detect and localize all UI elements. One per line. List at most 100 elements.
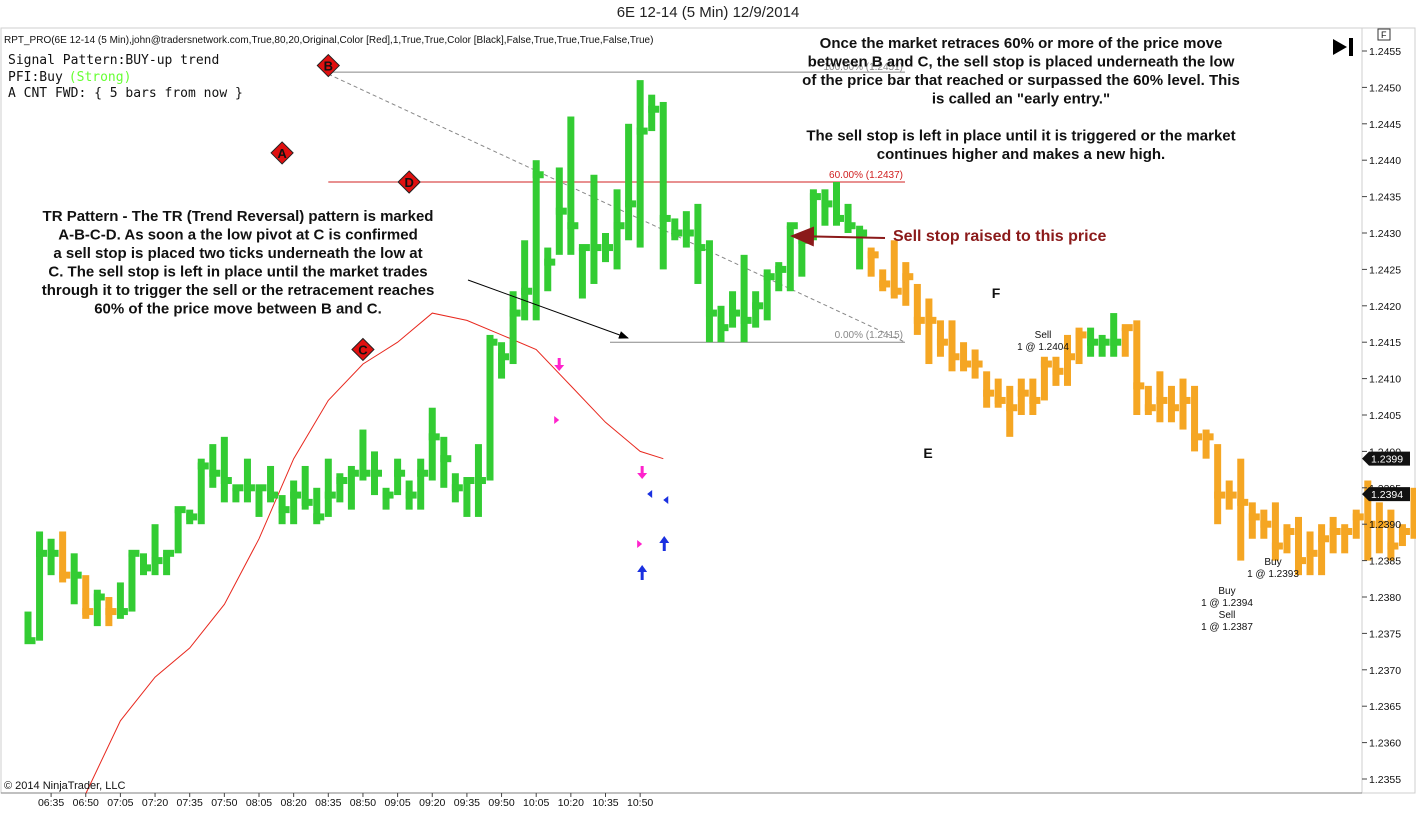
y-tick-label: 1.2420 (1369, 301, 1401, 313)
close-tick (486, 338, 498, 346)
annotation-left-line: through it to trigger the sell or the re… (42, 282, 435, 299)
close-tick (659, 214, 671, 222)
close-tick (983, 389, 995, 397)
price-axis-panel[interactable] (1361, 27, 1416, 794)
price-bar (1410, 487, 1416, 539)
close-tick (1179, 396, 1191, 404)
x-tick-label: 08:05 (246, 797, 272, 809)
price-bar (1167, 385, 1175, 423)
price-bar (671, 218, 679, 241)
y-tick-label: 1.2360 (1369, 738, 1401, 750)
price-bar (532, 160, 540, 321)
close-tick (186, 513, 198, 521)
close-tick (613, 222, 625, 230)
pfi-strength: (Strong) (69, 70, 132, 85)
pivot-marker-c (351, 337, 375, 362)
close-tick (1398, 527, 1410, 535)
close-tick (752, 302, 764, 310)
price-bar (1341, 524, 1349, 554)
price-bar (809, 189, 817, 241)
moving-average-line (85, 312, 664, 794)
close-tick (220, 477, 232, 485)
price-bar (1006, 385, 1014, 437)
close-tick (994, 396, 1006, 404)
price-bar (1214, 444, 1222, 525)
annotation-left-line: 60% of the price move between B and C. (94, 301, 382, 318)
price-bar (983, 371, 991, 408)
close-tick (405, 491, 417, 499)
close-tick (290, 491, 302, 499)
point-label-e: E (923, 445, 932, 461)
price-bar (567, 116, 575, 255)
close-tick (705, 309, 717, 317)
close-tick (336, 477, 348, 485)
close-tick (1306, 549, 1318, 557)
close-tick (1017, 389, 1029, 397)
price-bar (243, 458, 251, 503)
close-tick (913, 316, 925, 324)
price-bar (382, 487, 390, 510)
close-tick (1133, 382, 1145, 390)
price-bar (1121, 327, 1129, 357)
close-tick (1214, 491, 1226, 499)
price-bar (1017, 378, 1025, 415)
price-bar (220, 436, 228, 503)
skip-forward-icon[interactable] (1333, 38, 1353, 56)
close-tick (243, 484, 255, 492)
y-tick-label: 1.2430 (1369, 228, 1401, 240)
price-bar (440, 436, 448, 488)
annotation-right-line: continues higher and makes a new high. (877, 146, 1165, 163)
annotation-right-line: of the price bar that reached or surpass… (802, 72, 1240, 89)
price-bar (994, 378, 1002, 408)
close-tick (209, 469, 221, 477)
price-bar (47, 538, 55, 576)
close-tick (578, 244, 590, 252)
close-tick (936, 338, 948, 346)
close-tick (24, 637, 36, 645)
price-bar (740, 254, 748, 343)
price-bar (1064, 334, 1071, 386)
close-tick (1075, 331, 1087, 339)
buy-arrow-2 (662, 543, 666, 551)
f-button[interactable] (1377, 28, 1391, 41)
close-tick (1144, 404, 1156, 412)
x-tick-label: 10:20 (558, 797, 584, 809)
pivot-label-d: D (404, 175, 413, 190)
close-tick (1052, 367, 1064, 375)
close-tick (451, 484, 463, 492)
trade-sell-1-detail: 1 @ 1.2404 (1017, 342, 1069, 353)
close-tick (763, 273, 775, 281)
price-bar (786, 225, 794, 292)
x-tick-label: 07:50 (211, 797, 237, 809)
price-bar (1352, 509, 1360, 539)
price-bar (521, 240, 529, 321)
price-bar (682, 211, 690, 248)
sell-arrow-2 (640, 466, 644, 474)
close-tick (1341, 527, 1353, 535)
close-tick (1410, 491, 1416, 499)
price-bar (70, 553, 78, 605)
price-bar (1295, 516, 1302, 576)
pivot-label-b: B (324, 59, 333, 74)
sell-arrow-1 (557, 358, 561, 366)
close-tick (879, 280, 891, 288)
annotation-sell-stop: Sell stop raised to this price (893, 228, 1106, 245)
buy-fill-marker-2 (663, 496, 669, 504)
price-bar (648, 94, 656, 132)
close-tick (786, 222, 798, 230)
y-tick-label: 1.2355 (1369, 774, 1401, 786)
close-tick (140, 564, 151, 572)
price-bar (174, 509, 182, 554)
close-tick (798, 236, 810, 244)
indicator-params: RPT_PRO(6E 12-14 (5 Min),john@tradersnet… (4, 35, 653, 46)
close-tick (1040, 360, 1052, 368)
fib-label-0: 0.00% (1.2415) (835, 330, 903, 341)
price-bar (1329, 516, 1337, 554)
y-tick-label: 1.2370 (1369, 665, 1401, 677)
x-tick-label: 09:20 (419, 797, 445, 809)
price-bar (936, 320, 944, 357)
close-tick (1064, 353, 1075, 361)
price-tag-last-bg (1362, 487, 1410, 502)
price-bar (1237, 458, 1245, 561)
chart-panel[interactable]: 100.00% (1.2451) 60.00% (1.2437) 0.00% (1.… (0, 26, 1416, 835)
